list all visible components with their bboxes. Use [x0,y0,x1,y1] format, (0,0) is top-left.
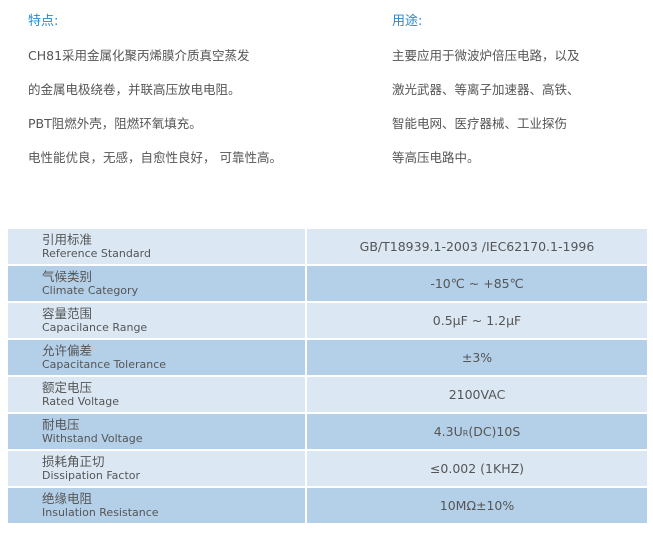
table-row: 允许偏差 Capacitance Tolerance ±3% [8,340,647,375]
spec-label-en: Withstand Voltage [42,432,143,445]
spec-value-subscript: R [462,429,469,438]
features-line: PBT阻燃外壳，阻燃环氧填充。 [28,116,202,131]
table-row: 损耗角正切 Dissipation Factor ≤0.002 (1KHZ) [8,451,647,486]
applications-line: 智能电网、医疗器械、工业探伤 [392,116,568,131]
features-section: 特点: CH81采用金属化聚丙烯膜介质真空蒸发 的金属电极绕卷，并联高压放电电阻… [28,12,282,182]
spec-label-cn: 允许偏差 [42,343,93,358]
spec-table: 引用标准 Reference Standard GB/T18939.1-2003 … [8,227,647,525]
features-line: CH81采用金属化聚丙烯膜介质真空蒸发 [28,48,250,63]
spec-label-cn: 气候类别 [42,269,93,284]
spec-value: -10℃ ~ +85℃ [305,266,647,301]
applications-line: 等高压电路中。 [392,150,480,165]
table-row: 气候类别 Climate Category -10℃ ~ +85℃ [8,266,647,301]
spec-label-en: Capacitance Tolerance [42,358,167,371]
spec-label-cn: 引用标准 [42,232,93,247]
features-line: 的金属电极绕卷，并联高压放电电阻。 [28,82,241,97]
table-row: 容量范围 Capacilance Range 0.5μF ~ 1.2μF [8,303,647,338]
spec-label-cn: 损耗角正切 [42,454,105,469]
spec-label-en: Dissipation Factor [42,469,141,482]
spec-label-cn: 额定电压 [42,380,93,395]
spec-label-cn: 耐电压 [42,417,80,432]
spec-value: 4.3UR(DC)10S [305,414,647,449]
spec-value-tail: (DC)10S [468,424,521,439]
table-row: 额定电压 Rated Voltage 2100VAC [8,377,647,412]
spec-label-en: Capacilance Range [42,321,148,334]
table-row: 引用标准 Reference Standard GB/T18939.1-2003 … [8,229,647,264]
spec-value: 10MΩ±10% [305,488,647,523]
spec-value: ±3% [305,340,647,375]
applications-heading: 用途: [392,14,423,29]
features-heading: 特点: [28,14,59,29]
spec-label-en: Reference Standard [42,247,151,260]
applications-line: 激光武器、等离子加速器、高铁、 [392,82,580,97]
spec-value: 2100VAC [305,377,647,412]
spec-value: ≤0.002 (1KHZ) [305,451,647,486]
applications-line: 主要应用于微波炉倍压电路，以及 [392,48,580,63]
features-line: 电性能优良，无感，自愈性良好， 可靠性高。 [28,150,282,165]
table-row: 耐电压 Withstand Voltage 4.3UR(DC)10S [8,414,647,449]
spec-label-cn: 绝缘电阻 [42,491,93,506]
spec-value: 0.5μF ~ 1.2μF [305,303,647,338]
spec-value: GB/T18939.1-2003 /IEC62170.1-1996 [305,229,647,264]
spec-label-en: Climate Category [42,284,139,297]
spec-label-cn: 容量范围 [42,306,93,321]
spec-label-en: Insulation Resistance [42,506,159,519]
applications-section: 用途: 主要应用于微波炉倍压电路，以及 激光武器、等离子加速器、高铁、 智能电网… [392,12,580,182]
spec-value-main: 4.3U [433,424,463,439]
spec-label-en: Rated Voltage [42,395,119,408]
table-row: 绝缘电阻 Insulation Resistance 10MΩ±10% [8,488,647,523]
